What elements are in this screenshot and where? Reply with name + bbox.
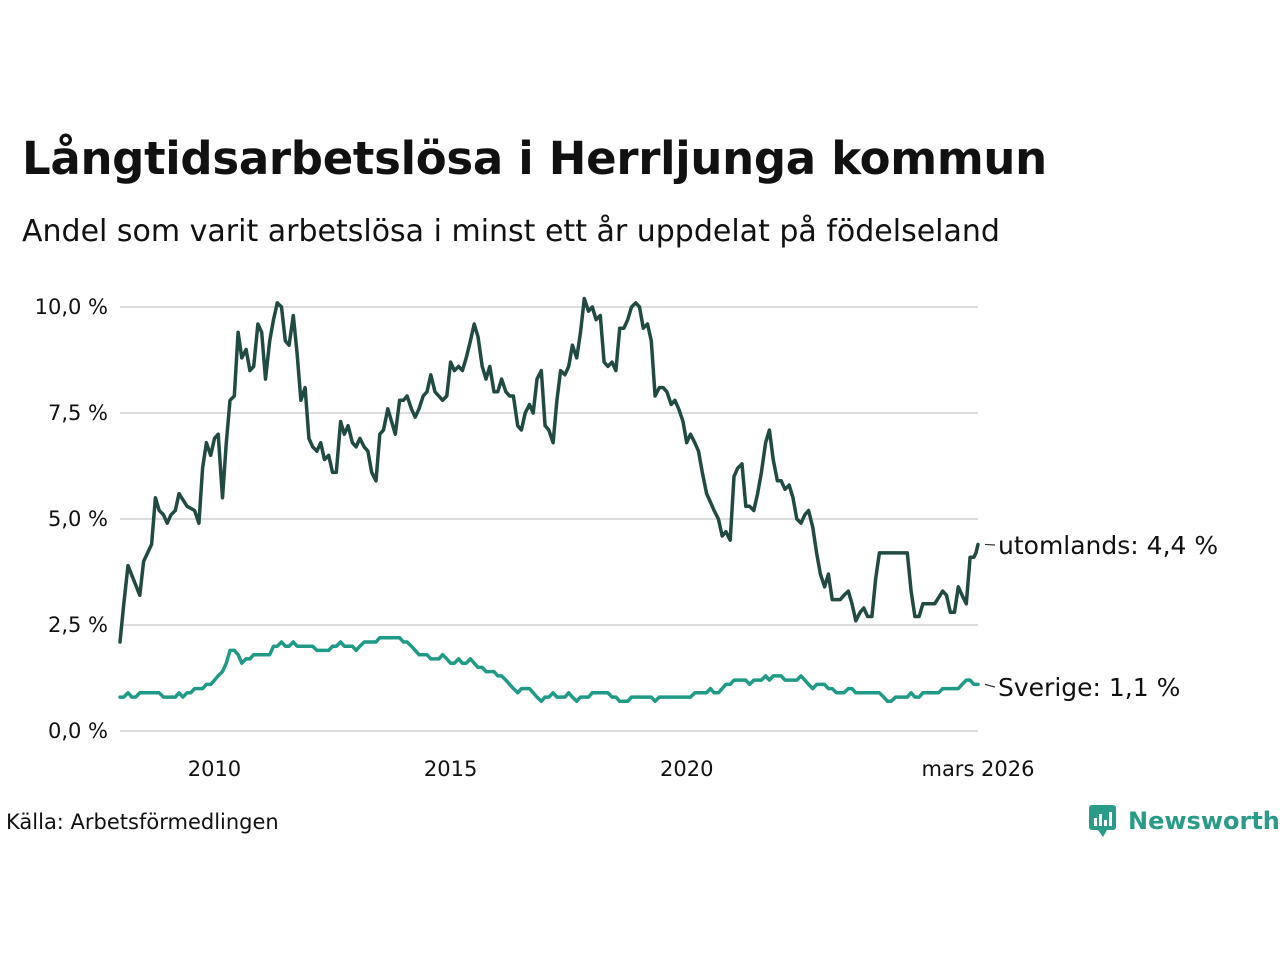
y-tick-label: 7,5 % xyxy=(48,401,108,425)
x-tick-label: 2020 xyxy=(660,757,713,781)
x-tick-label: 2015 xyxy=(424,757,477,781)
series-line-utomlands xyxy=(118,296,980,644)
x-tick-label: 2010 xyxy=(188,757,241,781)
end-label-sverige: Sverige: 1,1 % xyxy=(998,673,1180,702)
gridlines xyxy=(120,306,978,732)
newsworthy-brand-text: Newsworthy xyxy=(1128,807,1280,835)
newsworthy-logo-icon xyxy=(1089,805,1116,837)
end-label-leader xyxy=(984,543,996,546)
chart-subtitle: Andel som varit arbetslösa i minst ett å… xyxy=(22,214,1000,249)
y-tick-label: 5,0 % xyxy=(48,507,108,531)
x-axis-labels: 2010 2015 2020 mars 2026 xyxy=(188,757,1035,781)
series-lines xyxy=(118,296,980,704)
chart-title: Långtidsarbetslösa i Herrljunga kommun xyxy=(22,132,1047,185)
y-tick-label: 10,0 % xyxy=(35,295,108,319)
x-tick-label: mars 2026 xyxy=(921,757,1034,781)
end-label-utomlands: utomlands: 4,4 % xyxy=(998,531,1218,560)
source-note: Källa: Arbetsförmedlingen xyxy=(6,810,279,834)
series-end-labels: utomlands: 4,4 % Sverige: 1,1 % xyxy=(984,531,1218,702)
y-axis-labels: 0,0 % 2,5 % 5,0 % 7,5 % 10,0 % xyxy=(35,295,108,743)
newsworthy-logo: Newsworthy xyxy=(1088,804,1280,838)
end-label-leader xyxy=(984,683,996,688)
y-tick-label: 0,0 % xyxy=(48,719,108,743)
y-tick-label: 2,5 % xyxy=(48,613,108,637)
series-line-sverige xyxy=(118,635,980,704)
